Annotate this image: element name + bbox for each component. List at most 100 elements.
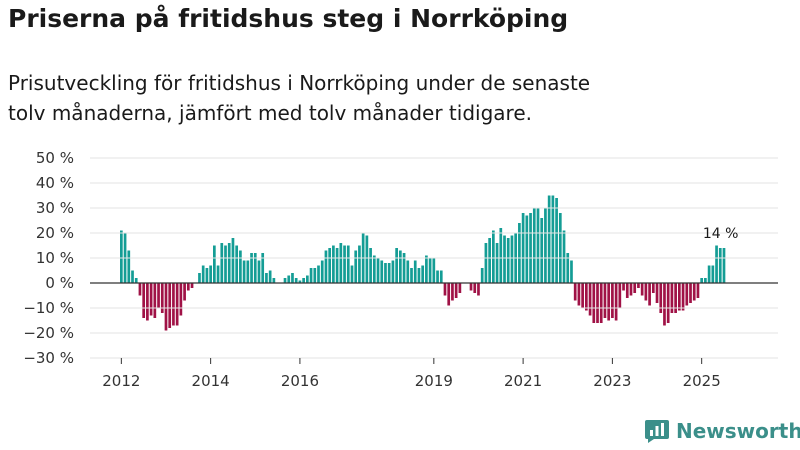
bar — [611, 283, 614, 318]
bar — [640, 283, 644, 296]
bar — [201, 265, 205, 283]
bar — [239, 250, 242, 283]
bar — [532, 208, 536, 283]
bar — [164, 283, 168, 331]
bar — [473, 283, 477, 293]
bar — [309, 268, 313, 283]
bar — [477, 283, 480, 296]
bar — [343, 245, 346, 283]
bar — [599, 283, 603, 323]
bar — [339, 243, 343, 283]
bar — [302, 278, 305, 283]
bar — [625, 283, 629, 298]
bar — [488, 238, 491, 283]
bar — [678, 283, 681, 311]
bar — [227, 243, 231, 283]
bar — [696, 283, 700, 298]
bar — [153, 283, 157, 318]
bar — [320, 260, 324, 283]
bar — [246, 260, 250, 283]
bar — [313, 268, 317, 283]
x-axis-ticks: 2012 2014 2016 2019 2021 2023 2025 — [102, 358, 721, 390]
bar — [495, 243, 499, 283]
bar — [205, 268, 209, 283]
bar — [432, 258, 436, 283]
bar — [283, 278, 287, 283]
bar — [168, 283, 172, 328]
bar — [428, 258, 432, 283]
bar — [417, 268, 421, 283]
bar — [332, 245, 335, 283]
bar — [127, 250, 131, 283]
bar — [480, 268, 484, 283]
bar — [655, 283, 659, 303]
bar — [175, 283, 179, 326]
bar — [629, 283, 633, 296]
bar — [436, 270, 439, 283]
bar — [138, 283, 142, 296]
bar — [131, 270, 134, 283]
bar — [287, 275, 291, 283]
bar — [265, 273, 268, 283]
x-tick-label: 2019 — [415, 372, 453, 390]
bar — [261, 253, 265, 283]
bar — [395, 248, 398, 283]
bar — [585, 283, 588, 311]
bar — [224, 245, 227, 283]
bar — [521, 213, 525, 283]
bar — [209, 265, 212, 283]
bar — [380, 260, 384, 283]
bar — [558, 213, 562, 283]
bar — [651, 283, 655, 293]
bar — [186, 283, 190, 291]
bar — [581, 283, 584, 308]
bar — [317, 265, 320, 283]
y-tick-label: 0 % — [45, 274, 74, 292]
bar — [707, 265, 711, 283]
bar — [718, 248, 722, 283]
bar — [666, 283, 670, 323]
bar — [700, 278, 704, 283]
bar — [588, 283, 592, 316]
gridlines — [90, 157, 778, 359]
bar — [406, 260, 410, 283]
bar — [503, 235, 506, 283]
bar — [518, 223, 521, 283]
bar — [350, 265, 354, 283]
chart-subtitle: Prisutveckling för fritidshus i Norrköpi… — [8, 71, 591, 125]
x-tick-label: 2014 — [192, 372, 230, 390]
bar — [443, 283, 447, 296]
bar — [458, 283, 462, 293]
bar — [335, 248, 339, 283]
bar — [715, 245, 718, 283]
bar — [614, 283, 618, 321]
x-tick-label: 2016 — [281, 372, 319, 390]
y-tick-label: −10 % — [23, 299, 74, 317]
y-axis-ticks: 50 % 40 % 30 % 20 % 10 % 0 % −10 % −20 % −30 % — [23, 149, 74, 367]
bar — [439, 270, 443, 283]
bar — [291, 273, 294, 283]
bar-chart-speech-bubble-icon — [645, 420, 669, 443]
bar — [134, 278, 138, 283]
bar — [536, 208, 540, 283]
y-tick-label: 50 % — [36, 149, 74, 167]
bar — [213, 245, 216, 283]
bar — [577, 283, 581, 306]
y-tick-label: 10 % — [36, 249, 74, 267]
x-tick-label: 2025 — [683, 372, 721, 390]
bar — [149, 283, 153, 316]
bar — [190, 283, 194, 288]
bar — [529, 213, 532, 283]
bar — [633, 283, 637, 293]
bar — [146, 283, 149, 321]
bar — [425, 255, 428, 283]
bar — [160, 283, 164, 313]
bar — [120, 230, 123, 283]
bar — [670, 283, 674, 313]
bar — [172, 283, 175, 326]
bar — [235, 245, 239, 283]
bar — [544, 208, 547, 283]
bar — [399, 250, 402, 283]
bar — [484, 243, 488, 283]
